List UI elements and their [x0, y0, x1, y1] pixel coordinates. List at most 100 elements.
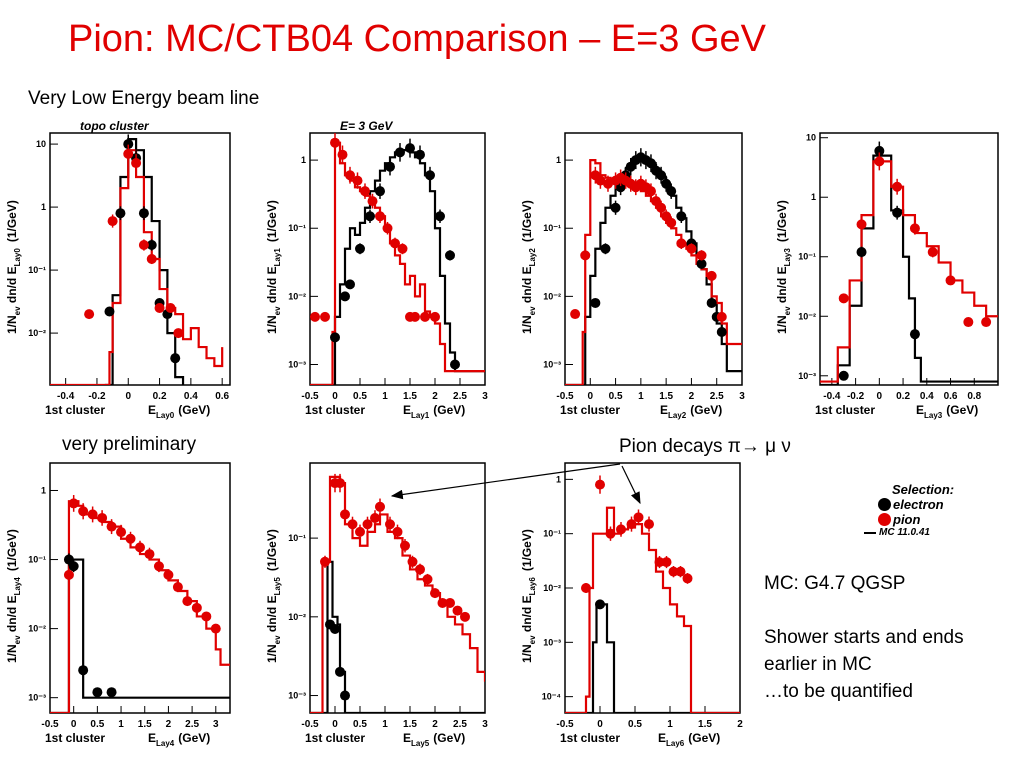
pion-point	[407, 556, 418, 567]
mc-line-marker	[864, 531, 876, 534]
pion-point	[345, 170, 355, 181]
pion-point	[661, 557, 672, 568]
pion-point	[210, 623, 221, 634]
electron-point	[104, 306, 115, 317]
pion-point	[452, 605, 463, 616]
pion-point	[397, 243, 408, 254]
pion-point	[430, 311, 440, 322]
x-tick-label: 1	[382, 391, 388, 402]
electron-point	[123, 139, 134, 150]
pion-point	[367, 196, 378, 207]
x-tick-label: -0.5	[301, 391, 319, 402]
pion-point	[78, 506, 89, 517]
pion-point	[320, 311, 330, 322]
pion-point	[163, 569, 174, 580]
mc-electron-histogram	[565, 603, 740, 713]
electron-point	[892, 207, 903, 218]
x-tick-label: -0.2	[847, 391, 865, 402]
x-tick-label: -0.5	[556, 391, 574, 402]
x-tick-label: 2.5	[710, 391, 724, 402]
y-tick-label: 10⁻³	[288, 359, 306, 369]
y-tick-label: 10⁻²	[288, 612, 306, 622]
pion-point	[437, 597, 448, 608]
x-tick-label: 2	[689, 391, 695, 402]
x-tick-label: -0.5	[556, 719, 574, 730]
y-label: 1/Nev dn/d ELay0(1/GeV)	[5, 200, 22, 334]
electron-point	[445, 250, 455, 261]
pion-point	[362, 519, 373, 530]
x-tick-label: -0.4	[57, 391, 75, 402]
y-tick-label: 1	[41, 202, 46, 212]
note-line: earlier in MC	[764, 654, 872, 675]
x-tick-label: 0.6	[944, 391, 958, 402]
plot-frame	[819, 132, 999, 386]
y-tick-label: 10⁻²	[543, 291, 561, 301]
pion-point	[656, 202, 667, 213]
x-tick-label: 0.5	[353, 391, 367, 402]
mc-electron-histogram	[310, 149, 485, 385]
x-tick-label: 3	[213, 719, 219, 730]
pion-point	[874, 156, 885, 167]
x-label-right: ELay2 (GeV)	[660, 403, 722, 420]
note-line: Shower starts and ends	[764, 627, 964, 648]
mc-pion-histogram	[50, 500, 230, 713]
y-tick-label: 10⁻³	[798, 371, 816, 381]
x-tick-label: 2	[737, 719, 743, 730]
x-tick-label: -0.2	[88, 391, 106, 402]
pion-point	[927, 247, 938, 258]
electron-point	[661, 178, 672, 189]
pion-decay-label: Pion decays π→ μ ν	[619, 436, 791, 457]
legend-pion-label: pion	[893, 512, 921, 527]
panel-lay1: E= 3 GeV -0.5 0 0.5 1 1.5 2 2.5 3 1 10⁻¹ 10⁻² 10⁻³ 1s…	[265, 119, 488, 420]
y-tick-label: 10⁻¹	[28, 265, 46, 275]
notes-block: MC: G4.7 QGSP Shower starts and ends ear…	[764, 570, 964, 705]
pion-point	[68, 498, 79, 509]
electron-point	[666, 186, 677, 197]
pion-point	[645, 186, 656, 197]
electron-point	[365, 211, 375, 222]
pion-point	[422, 574, 433, 585]
legend-mc: MC 11.0.41	[864, 527, 1012, 538]
pion-point	[165, 303, 176, 314]
mc-electron-histogram	[310, 560, 485, 713]
electron-point	[610, 202, 621, 213]
pion-point	[602, 178, 613, 189]
electron-marker	[878, 498, 891, 511]
electron-point	[435, 211, 445, 222]
pion-point	[355, 526, 365, 537]
electron-point	[595, 599, 605, 610]
pion-point	[644, 519, 654, 530]
x-tick-label: 0.2	[896, 391, 910, 402]
pion-point	[173, 328, 184, 339]
y-tick-label: 1	[556, 474, 561, 484]
pion-point	[668, 566, 679, 577]
electron-point	[656, 170, 667, 181]
mc-electron-histogram	[820, 154, 998, 385]
x-tick-label: 0	[125, 391, 131, 402]
electron-point	[138, 208, 149, 219]
electron-point	[909, 329, 920, 340]
pion-point	[856, 219, 867, 230]
pion-point	[580, 250, 591, 261]
y-tick-label: 10⁻⁴	[542, 692, 561, 702]
x-tick-label: 1.5	[659, 391, 673, 402]
pion-point	[360, 186, 370, 197]
electron-point	[600, 243, 611, 254]
x-tick-label: 0	[332, 391, 338, 402]
legend-pion: pion	[878, 512, 1012, 527]
pion-point	[191, 602, 202, 613]
electron-point	[706, 297, 717, 308]
x-tick-label: 0.2	[153, 391, 167, 402]
y-label: 1/Nev dn/d ELay1(1/GeV)	[265, 200, 282, 334]
x-label-left: 1st cluster	[45, 731, 105, 745]
decay-arrows	[390, 463, 641, 505]
mc-electron-histogram	[50, 558, 230, 713]
legend-electron: electron	[878, 497, 1012, 512]
electron-point	[676, 211, 687, 222]
panel-lay4: -0.5 0 0.5 1 1.5 2 2.5 3 1 10⁻¹ 10⁻² 10⁻³ 1st cluste…	[5, 462, 231, 748]
y-tick-label: 1	[301, 155, 306, 165]
pion-point	[696, 250, 707, 261]
pion-point	[201, 611, 212, 622]
y-tick-label: 1	[41, 485, 46, 495]
